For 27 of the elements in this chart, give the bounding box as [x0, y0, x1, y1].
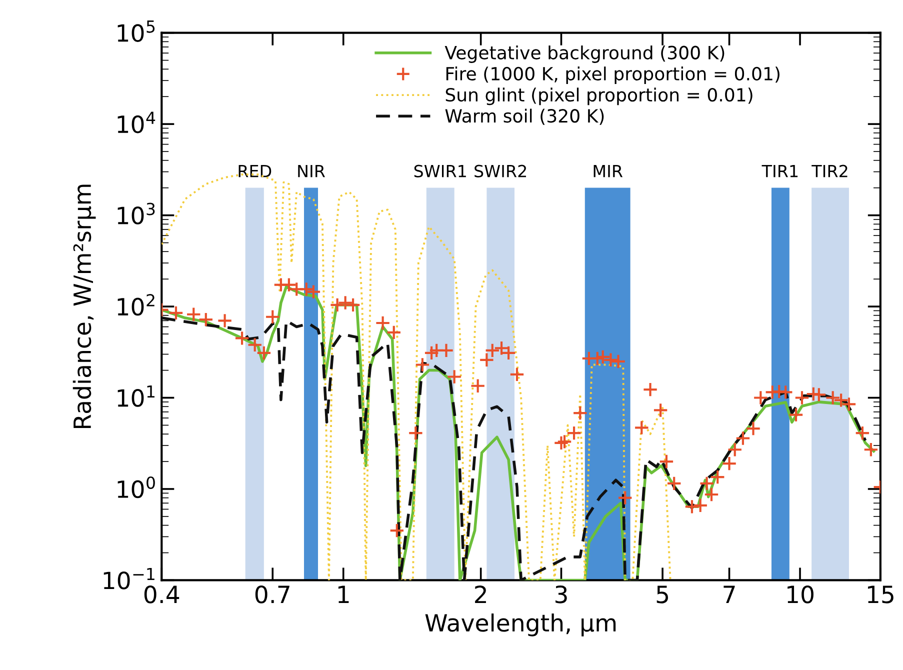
legend-label: Vegetative background (300 K) [444, 45, 724, 63]
band-label: TIR1 [762, 165, 798, 178]
x-tick-label: 1 [338, 586, 349, 604]
band-label: SWIR2 [474, 164, 526, 178]
y-tick-label: 10$^{4}$ [118, 112, 156, 134]
legend-label: Warm soil (320 K) [445, 108, 604, 125]
x-tick-label: 15 [868, 586, 894, 604]
band-label: MIR [594, 165, 623, 178]
x-tick-label: 3 [556, 586, 567, 604]
x-tick-label: 10 [788, 586, 814, 604]
y-tick-label: 10$^{1}$ [118, 385, 154, 407]
legend-label: Sun glint (pixel proportion = 0.01) [446, 88, 752, 106]
legend-label: Fire (1000 K, pixel proportion = 0.01) [446, 66, 780, 84]
y-tick-label: 10$^{5}$ [118, 20, 155, 42]
y-axis-title: Radiance, W/m²srμm [72, 184, 96, 428]
y-tick-label: 10$^{2}$ [118, 294, 154, 316]
y-tick-label: 10$^{3}$ [118, 202, 155, 224]
x-tick-label: 5 [656, 586, 668, 604]
x-tick-label: 2 [475, 586, 486, 604]
y-tick-label: 10$^{0}$ [118, 476, 155, 498]
x-tick-label: 0.7 [255, 586, 290, 604]
band-label: NIR [298, 165, 326, 178]
x-axis-title: Wavelength, μm [425, 613, 616, 636]
band-label: RED [238, 165, 272, 178]
band-label: TIR2 [812, 164, 848, 178]
band-label: SWIR1 [414, 164, 466, 178]
x-tick-label: 7 [724, 586, 735, 604]
